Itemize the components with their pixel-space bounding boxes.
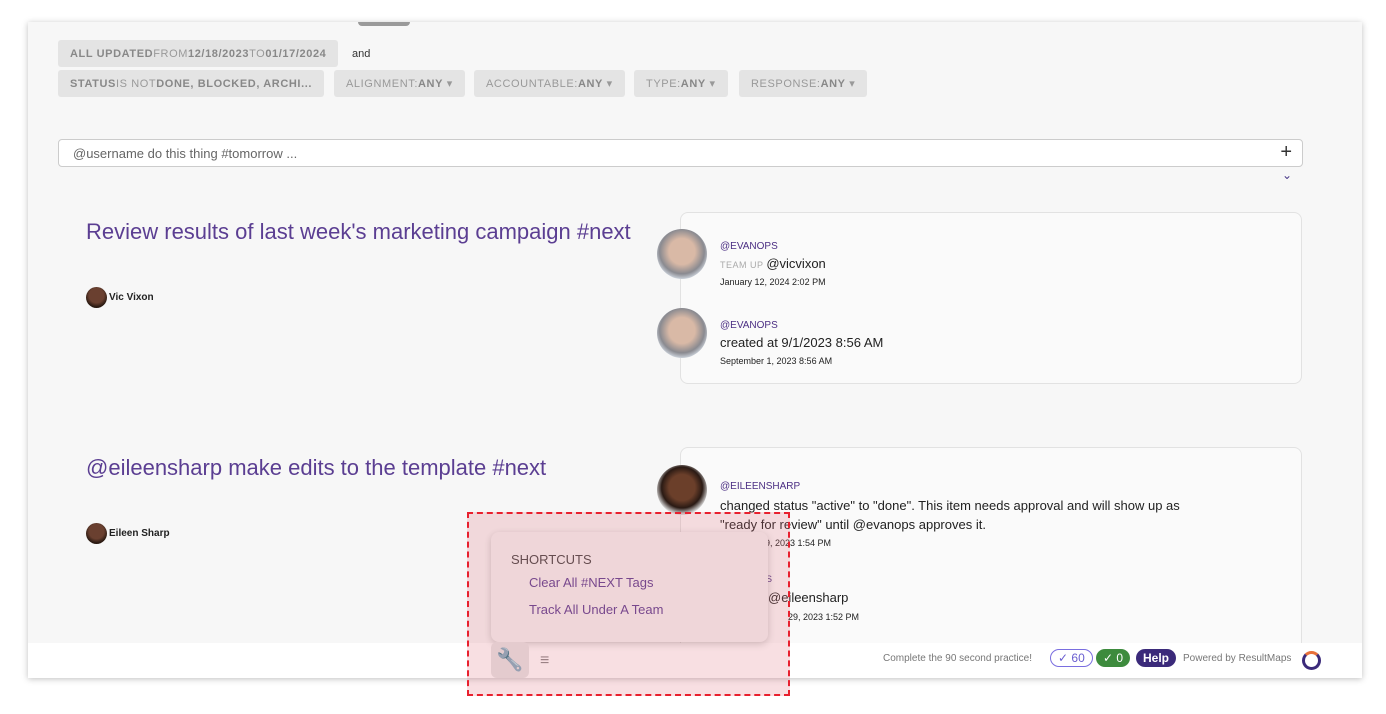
plus-icon[interactable]: + bbox=[1280, 141, 1292, 163]
filter-to: 01/17/2024 bbox=[265, 47, 327, 60]
shortcuts-heading: SHORTCUTS bbox=[511, 552, 592, 567]
avatar bbox=[657, 308, 707, 358]
activity-text: changed status "active" to "done". This … bbox=[720, 498, 1180, 513]
filter-alignment[interactable]: ALIGNMENT: ANY ▾ bbox=[334, 70, 465, 97]
activity-date: 29, 2023 1:52 PM bbox=[788, 612, 860, 622]
filter-op: IS NOT bbox=[115, 77, 157, 90]
filter-type[interactable]: TYPE: ANY ▾ bbox=[634, 70, 728, 97]
activity-user[interactable]: @EVANOPS bbox=[720, 241, 778, 252]
task-title[interactable]: Review results of last week's marketing … bbox=[86, 219, 631, 244]
filter-label: RESPONSE: bbox=[751, 77, 821, 90]
new-item-input[interactable]: @username do this thing #tomorrow ... + bbox=[58, 139, 1303, 167]
activity-date: 29, 2023 1:54 PM bbox=[760, 538, 832, 548]
filter-label: ALL UPDATED bbox=[70, 47, 154, 60]
help-button[interactable]: Help bbox=[1136, 649, 1177, 667]
caret-down-icon: ▾ bbox=[849, 78, 856, 90]
avatar bbox=[657, 465, 707, 515]
filter-value: ANY bbox=[680, 77, 706, 90]
activity-date: September 1, 2023 8:56 AM bbox=[720, 356, 833, 366]
filter-value: DONE, BLOCKED, ARCHI... bbox=[156, 77, 313, 90]
done-badge[interactable]: ✓ 0 bbox=[1096, 649, 1131, 667]
task-owner[interactable]: Vic Vixon bbox=[86, 287, 154, 308]
chevron-down-icon[interactable]: ⌄ bbox=[1282, 168, 1293, 182]
avatar bbox=[86, 523, 107, 544]
filter-label: ALIGNMENT: bbox=[346, 77, 419, 90]
activity-date: January 12, 2024 2:02 PM bbox=[720, 277, 826, 287]
activity-text: "ready for review" until @evanops approv… bbox=[720, 517, 986, 532]
filter-icon[interactable]: ≡ bbox=[540, 652, 550, 669]
activity-user[interactable]: @EILEENSHARP bbox=[720, 481, 801, 492]
avatar bbox=[657, 229, 707, 279]
activity-text: created at 9/1/2023 8:56 AM bbox=[720, 335, 884, 350]
filter-label: ACCOUNTABLE: bbox=[486, 77, 578, 90]
title-badge bbox=[358, 22, 410, 26]
activity-user[interactable]: S bbox=[766, 574, 773, 584]
and-label: and bbox=[352, 48, 371, 60]
owner-name: Eileen Sharp bbox=[109, 528, 170, 539]
activity-entry: @EVANOPS TEAM UP @vicvixon January 12, 202… bbox=[720, 241, 826, 287]
caret-down-icon: ▾ bbox=[446, 78, 453, 90]
highlight-box bbox=[467, 512, 790, 696]
filter-status[interactable]: STATUS IS NOT DONE, BLOCKED, ARCHI... bbox=[58, 70, 325, 97]
activity-entry: @EVANOPS created at 9/1/2023 8:56 AM Septe… bbox=[720, 320, 883, 366]
filter-op: TO bbox=[249, 47, 266, 60]
filter-value: ANY bbox=[820, 77, 846, 90]
filter-label: STATUS bbox=[70, 77, 116, 90]
track-all-team-item[interactable]: Track All Under A Team bbox=[529, 602, 664, 617]
resultmaps-logo-icon[interactable] bbox=[1302, 651, 1321, 670]
task-owner[interactable]: Eileen Sharp bbox=[86, 523, 170, 544]
footer-bar: Complete the 90 second practice! ✓ 60 ✓ … bbox=[28, 643, 1362, 678]
count-badge[interactable]: ✓ 60 bbox=[1050, 649, 1093, 667]
placeholder: @username do this thing #tomorrow ... bbox=[73, 146, 298, 161]
filter-value: ANY bbox=[577, 77, 603, 90]
activity-entry: @EILEENSHARP changed status "active" to "… bbox=[720, 477, 1180, 553]
filter-value: ANY bbox=[418, 77, 444, 90]
activity-text: @vicvixon bbox=[766, 256, 826, 271]
filter-updated[interactable]: ALL UPDATED FROM 12/18/2023 TO 01/17/202… bbox=[58, 40, 339, 67]
shortcuts-popover: SHORTCUTS Clear All #NEXT Tags Track All… bbox=[491, 532, 768, 642]
filter-op: FROM bbox=[153, 47, 188, 60]
filter-label: TYPE: bbox=[646, 77, 681, 90]
clear-next-tags-item[interactable]: Clear All #NEXT Tags bbox=[529, 575, 654, 590]
wrench-icon[interactable]: 🔧 bbox=[491, 642, 529, 678]
caret-down-icon: ▾ bbox=[606, 78, 613, 90]
task-title[interactable]: @eileensharp make edits to the template … bbox=[86, 455, 547, 480]
powered-by[interactable]: Powered by ResultMaps bbox=[1183, 653, 1292, 664]
activity-card bbox=[680, 212, 1302, 384]
practice-link[interactable]: Complete the 90 second practice! bbox=[883, 653, 1032, 664]
activity-user[interactable]: @EVANOPS bbox=[720, 320, 778, 331]
owner-name: Vic Vixon bbox=[109, 292, 154, 303]
activity-card bbox=[680, 447, 1302, 678]
avatar bbox=[86, 287, 107, 308]
activity-prefix: TEAM UP bbox=[720, 260, 767, 270]
filter-accountable[interactable]: ACCOUNTABLE: ANY ▾ bbox=[474, 70, 625, 97]
caret-down-icon: ▾ bbox=[709, 78, 716, 90]
filter-from: 12/18/2023 bbox=[188, 47, 250, 60]
filter-response[interactable]: RESPONSE: ANY ▾ bbox=[739, 70, 868, 97]
